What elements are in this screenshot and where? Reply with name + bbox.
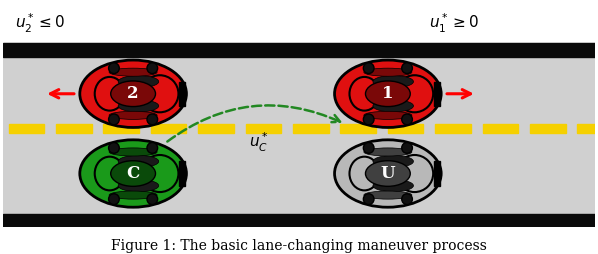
Ellipse shape [373,180,413,192]
Text: Figure 1: The basic lane-changing maneuver process: Figure 1: The basic lane-changing maneuv… [111,239,487,253]
Bar [199,124,234,133]
Ellipse shape [109,68,157,76]
Ellipse shape [141,75,178,112]
Text: 1: 1 [382,85,393,102]
Bar [246,124,281,133]
Ellipse shape [334,60,441,128]
Bar [435,124,471,133]
Ellipse shape [147,63,158,74]
Bar [434,82,440,106]
Ellipse shape [94,157,124,190]
Text: $u_2^* \leq 0$: $u_2^* \leq 0$ [14,11,65,35]
Ellipse shape [94,77,124,111]
Ellipse shape [364,114,374,125]
Bar [3,43,595,214]
Ellipse shape [364,194,374,204]
Ellipse shape [373,155,413,167]
Text: C: C [127,165,140,182]
Ellipse shape [373,76,413,88]
Bar [578,124,598,133]
Text: $u_1^* \geq 0$: $u_1^* \geq 0$ [429,11,479,35]
Ellipse shape [364,111,412,119]
Ellipse shape [80,60,187,128]
Ellipse shape [364,191,412,199]
Ellipse shape [118,180,158,192]
Ellipse shape [396,75,433,112]
Ellipse shape [365,81,410,107]
Ellipse shape [402,194,413,204]
Ellipse shape [147,114,158,125]
Ellipse shape [118,76,158,88]
Ellipse shape [109,194,119,204]
Bar [340,124,376,133]
Ellipse shape [80,140,187,207]
Ellipse shape [402,114,413,125]
Ellipse shape [141,155,178,192]
Bar [293,124,329,133]
Bar [483,124,518,133]
Ellipse shape [118,155,158,167]
Ellipse shape [147,142,158,153]
Ellipse shape [365,161,410,186]
Ellipse shape [109,142,119,153]
Ellipse shape [111,81,155,107]
Bar [530,124,566,133]
Bar [3,43,595,57]
Bar [3,3,595,43]
Ellipse shape [111,161,155,186]
Bar [388,124,423,133]
Ellipse shape [109,114,119,125]
Bar [179,161,185,186]
Ellipse shape [402,63,413,74]
Bar [434,161,440,186]
Ellipse shape [364,63,374,74]
Text: $u_C^*$: $u_C^*$ [249,131,268,154]
Ellipse shape [396,155,433,192]
Ellipse shape [109,191,157,199]
Ellipse shape [147,194,158,204]
Ellipse shape [402,142,413,153]
Bar [3,214,595,227]
Bar [151,124,187,133]
Ellipse shape [349,157,379,190]
Ellipse shape [364,142,374,153]
Ellipse shape [364,148,412,156]
Ellipse shape [109,148,157,156]
Text: U: U [380,165,395,182]
Ellipse shape [118,100,158,112]
Bar [103,124,139,133]
Bar [56,124,91,133]
Ellipse shape [364,68,412,76]
Bar [9,124,44,133]
Ellipse shape [334,140,441,207]
Ellipse shape [349,77,379,111]
Ellipse shape [109,63,119,74]
Ellipse shape [109,111,157,119]
Bar [179,82,185,106]
Ellipse shape [373,100,413,112]
Text: 2: 2 [127,85,139,102]
FancyArrowPatch shape [167,105,340,141]
